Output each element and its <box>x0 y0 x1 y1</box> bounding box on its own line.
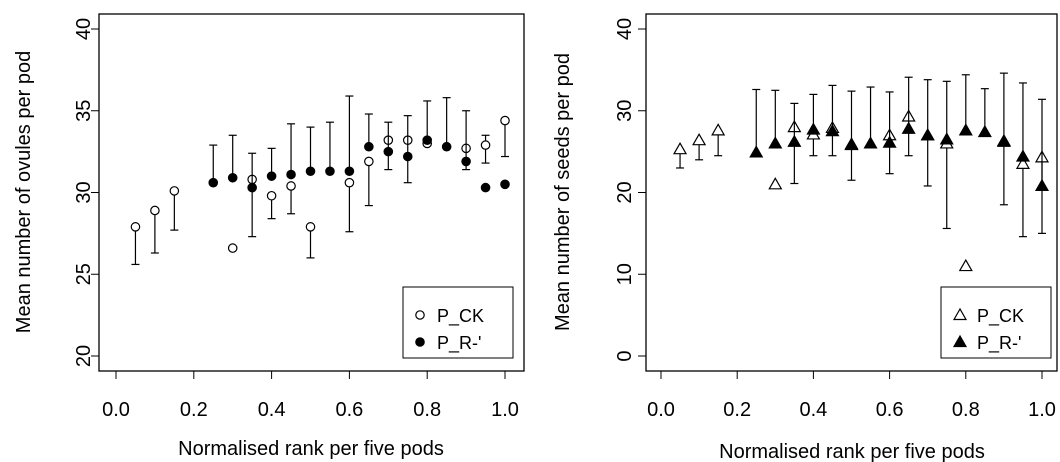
data-point-p-ck <box>692 132 707 146</box>
data-point-p-r <box>364 141 374 152</box>
data-point-p-ck <box>673 141 688 155</box>
data-point-p-r <box>1034 178 1050 192</box>
seeds-chart-panel: 0.0 0.2 0.4 0.6 0.8 1.0 0 10 20 30 40 Normalised … <box>552 13 1058 462</box>
x-axis: 0.0 0.2 0.4 0.6 0.8 1.0 <box>647 370 1056 421</box>
data-point-p-ck <box>286 181 296 191</box>
y-tick-label: 25 <box>73 263 95 285</box>
data-point-p-ck <box>305 222 316 232</box>
data-marks <box>673 72 1050 272</box>
y-tick-label: 35 <box>73 100 95 122</box>
legend-symbol-p-ck <box>952 307 968 321</box>
legend-symbol-p-r <box>952 334 968 348</box>
data-point-p-ck <box>169 186 180 196</box>
data-point-p-r <box>286 169 296 180</box>
legend: P_CK P_R-' <box>402 286 514 359</box>
data-point-p-r <box>1015 149 1030 162</box>
data-point-p-r <box>768 136 783 149</box>
data-point-p-r <box>383 146 394 157</box>
data-marks <box>130 95 510 266</box>
y-tick-label: 10 <box>614 263 636 285</box>
x-tick-label: 0.6 <box>335 399 363 421</box>
data-point-p-r <box>863 136 878 149</box>
data-point-p-r <box>266 171 277 181</box>
data-point-p-r <box>844 137 859 150</box>
x-tick-label: 1.0 <box>491 399 519 421</box>
data-point-p-r <box>920 128 935 141</box>
data-point-p-r <box>305 166 316 177</box>
data-point-p-ck <box>1015 156 1030 169</box>
y-tick-label: 30 <box>73 181 95 203</box>
data-point-p-r <box>422 135 432 145</box>
x-tick-label: 0.8 <box>952 399 980 421</box>
data-point-p-r <box>441 141 452 152</box>
data-point-p-r <box>996 133 1011 147</box>
x-tick-label: 0.2 <box>180 399 208 421</box>
data-point-p-ck <box>344 177 355 188</box>
x-tick-label: 0.0 <box>102 399 130 421</box>
data-point-p-r <box>208 177 219 188</box>
data-point-p-r <box>402 151 413 162</box>
data-point-p-ck <box>480 140 491 150</box>
legend-label-p-ck: P_CK <box>977 306 1024 327</box>
y-tick-label: 40 <box>614 18 636 40</box>
data-point-p-r <box>749 145 764 158</box>
data-point-p-r <box>806 122 821 135</box>
x-tick-label: 0.2 <box>723 399 751 421</box>
data-point-p-r <box>480 182 491 193</box>
data-point-p-ck <box>266 190 277 201</box>
x-tick-label: 0.8 <box>413 399 441 421</box>
legend-label-p-r: P_R-' <box>977 333 1021 354</box>
data-point-p-r <box>325 166 335 177</box>
y-axis-label: Mean number of seeds per pod <box>552 53 574 331</box>
legend-symbol-p-ck <box>415 310 425 320</box>
y-tick-label: 0 <box>614 350 636 361</box>
legend-marker-p-r <box>952 334 968 348</box>
data-point-p-r <box>939 132 954 145</box>
data-point-p-r <box>500 179 510 190</box>
x-tick-label: 0.6 <box>876 399 904 421</box>
data-point-p-r <box>247 182 257 193</box>
y-tick-label: 40 <box>73 18 95 40</box>
legend-symbol-p-r <box>415 337 425 347</box>
data-point-p-ck <box>364 156 374 167</box>
data-point-p-r <box>901 121 916 134</box>
x-axis-label: Normalised rank per five pods <box>719 441 985 462</box>
data-point-p-r <box>977 124 992 138</box>
x-axis-label: Normalised rank per five pods <box>178 438 444 460</box>
data-point-p-ck <box>130 222 141 232</box>
data-point-p-ck <box>227 243 238 253</box>
x-tick-label: 0.4 <box>799 399 827 421</box>
data-point-p-ck <box>500 115 510 126</box>
x-tick-label: 0.0 <box>647 399 675 421</box>
x-tick-label: 0.4 <box>258 399 286 421</box>
y-axis: 20 25 30 35 40 <box>73 18 100 367</box>
data-point-p-r <box>787 134 802 147</box>
data-point-p-r <box>227 172 238 183</box>
ovules-chart-panel: 0.0 0.2 0.4 0.6 0.8 1.0 20 25 30 35 40 Normalised… <box>13 13 525 460</box>
data-point-p-r <box>825 123 840 137</box>
y-tick-label: 20 <box>614 181 636 203</box>
legend-marker-p-ck <box>952 307 968 321</box>
y-tick-label: 30 <box>614 100 636 122</box>
legend-marker-p-ck <box>415 310 425 320</box>
legend-label-p-ck: P_CK <box>437 306 484 327</box>
data-point-p-ck <box>711 123 726 136</box>
legend: P_CK P_R-' <box>940 286 1052 359</box>
y-axis-label: Mean number of ovules per pod <box>13 51 35 333</box>
y-tick-label: 20 <box>73 345 95 367</box>
x-tick-label: 1.0 <box>1028 399 1056 421</box>
data-point-p-ck <box>768 177 783 190</box>
legend-label-p-r: P_R-' <box>437 333 481 354</box>
data-point-p-r <box>882 135 897 148</box>
legend-marker-p-r <box>415 337 425 347</box>
y-axis: 0 10 20 30 40 <box>614 18 647 362</box>
data-point-p-ck <box>958 258 973 272</box>
data-point-p-r <box>461 156 471 167</box>
data-point-p-r <box>958 123 973 136</box>
data-point-p-ck <box>150 205 160 216</box>
x-axis: 0.0 0.2 0.4 0.6 0.8 1.0 <box>102 370 519 421</box>
data-point-p-r <box>344 166 355 177</box>
